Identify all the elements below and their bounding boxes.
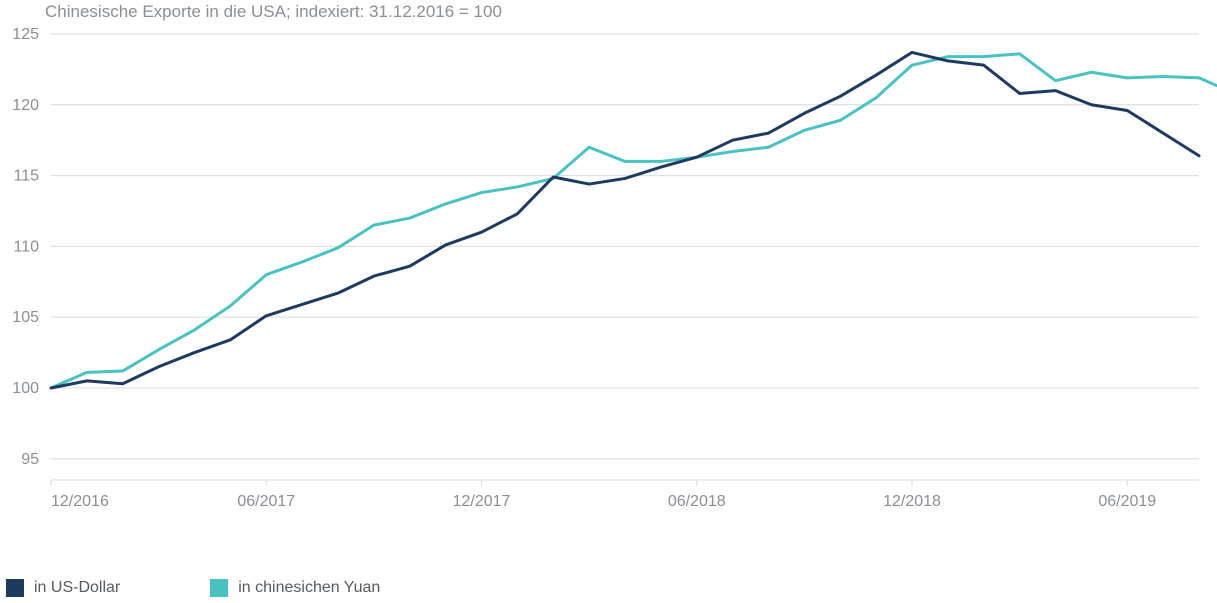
legend-label-usd: in US-Dollar [34, 579, 120, 597]
plot-area: 95100105110115120125 12/201606/201712/20… [45, 30, 1205, 520]
svg-text:120: 120 [12, 97, 39, 114]
series-lines [51, 52, 1217, 388]
legend-item-usd: in US-Dollar [6, 579, 120, 597]
svg-text:06/2017: 06/2017 [237, 493, 295, 510]
legend-label-yuan: in chinesichen Yuan [238, 579, 380, 597]
svg-text:100: 100 [12, 380, 39, 397]
legend-swatch-yuan [210, 579, 228, 597]
svg-text:105: 105 [12, 309, 39, 326]
svg-text:110: 110 [13, 238, 39, 255]
svg-text:12/2018: 12/2018 [883, 493, 941, 510]
svg-text:95: 95 [21, 451, 39, 468]
svg-text:12/2016: 12/2016 [51, 493, 109, 510]
svg-text:115: 115 [13, 168, 39, 185]
svg-text:125: 125 [12, 26, 39, 43]
svg-text:06/2018: 06/2018 [668, 493, 726, 510]
series-line [51, 52, 1199, 388]
y-axis-ticks: 95 100 105 110 115 120 125 [12, 26, 39, 468]
series-line [51, 54, 1217, 388]
chart-container: Chinesische Exporte in die USA; indexier… [0, 0, 1217, 603]
chart-svg: 95100105110115120125 12/201606/201712/20… [45, 30, 1205, 520]
x-axis-ticks: 12/2016 06/2017 12/2017 06/2018 12/2018 06/20… [51, 493, 1156, 510]
legend: in US-Dollar in chinesichen Yuan [0, 579, 380, 597]
chart-title: Chinesische Exporte in die USA; indexier… [45, 2, 502, 22]
svg-text:06/2019: 06/2019 [1098, 493, 1156, 510]
gridlines [51, 34, 1199, 486]
svg-text:12/2017: 12/2017 [453, 493, 511, 510]
legend-item-yuan: in chinesichen Yuan [210, 579, 380, 597]
legend-swatch-usd [6, 579, 24, 597]
